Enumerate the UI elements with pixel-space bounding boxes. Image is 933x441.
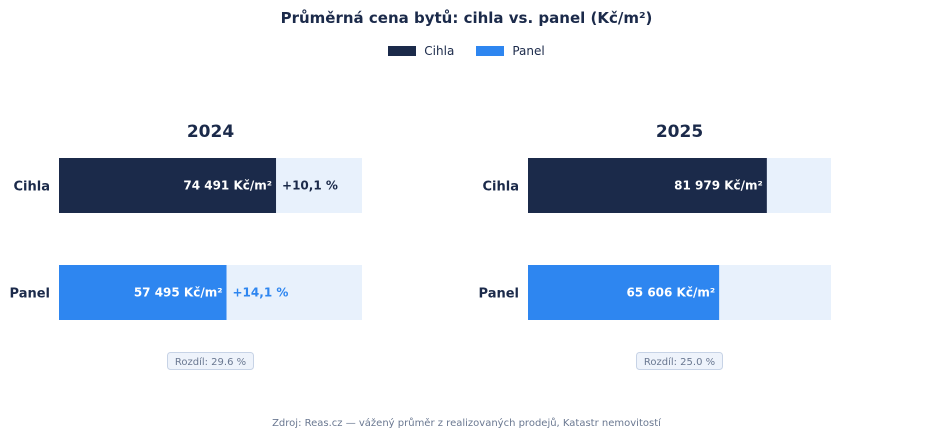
category-label-panel-2024: Panel: [10, 287, 50, 302]
legend: Cihla Panel: [0, 44, 933, 58]
difference-label-2024: Rozdíl: 29.6 %: [175, 356, 246, 368]
value-label-panel-2024: 57 495 Kč/m²: [134, 286, 223, 300]
legend-item-panel: Panel: [476, 44, 545, 58]
panel-title-2025: 2025: [656, 122, 703, 142]
difference-badge-2025: [636, 352, 723, 370]
legend-swatch-panel: [476, 46, 505, 56]
difference-badge-2024: [167, 352, 254, 370]
value-label-cihla-2025: 81 979 Kč/m²: [674, 179, 763, 193]
legend-label-cihla: Cihla: [424, 44, 455, 58]
bar-cihla-2025: [528, 158, 767, 213]
bar-panel-2024: [59, 265, 227, 320]
legend-swatch-cihla: [388, 46, 417, 56]
legend-label-panel: Panel: [512, 44, 545, 58]
category-label-cihla-2025: Cihla: [483, 180, 519, 195]
growth-label-cihla-2024: +10,1 %: [282, 179, 338, 193]
bar-cihla-2024: [59, 158, 277, 213]
chart-title: Průměrná cena bytů: cihla vs. panel (Kč/…: [280, 9, 653, 27]
value-label-panel-2025: 65 606 Kč/m²: [626, 286, 715, 300]
bar-panel-2025: [528, 265, 720, 320]
growth-label-panel-2024: +14,1 %: [233, 286, 289, 300]
value-label-cihla-2024: 74 491 Kč/m²: [183, 179, 272, 193]
category-label-cihla-2024: Cihla: [14, 180, 50, 195]
legend-item-cihla: Cihla: [388, 44, 454, 58]
category-label-panel-2025: Panel: [479, 287, 519, 302]
panel-title-2024: 2024: [187, 122, 234, 142]
source-note: Zdroj: Reas.cz — vážený průměr z realizo…: [272, 418, 661, 429]
difference-label-2025: Rozdíl: 25.0 %: [644, 356, 715, 368]
